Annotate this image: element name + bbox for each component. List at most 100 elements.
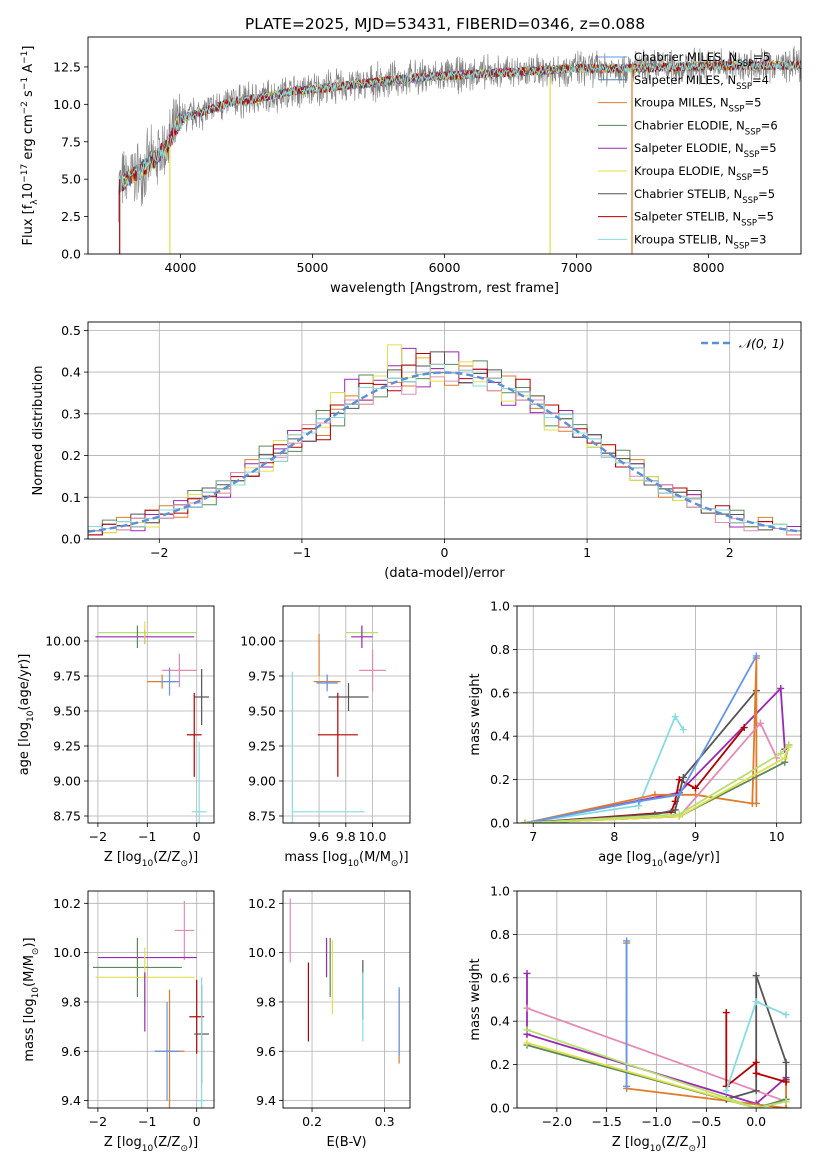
weight-point-marker: [740, 724, 748, 732]
weight-series-line: [524, 655, 758, 823]
y-tick-label: 0.0: [490, 816, 510, 831]
error-bar-point: [359, 649, 386, 692]
x-axis-label: mass [log10(M/M⊙)]: [284, 850, 408, 869]
axes-frame: [282, 605, 411, 824]
normed-plot-area: [88, 344, 801, 539]
age_vs_Z-panel: −2 −1 0 8.75 9.00 9.25 9.50 9.75 10.00 Z [log10(Z…: [17, 605, 215, 869]
weight-series-line: [526, 1029, 787, 1108]
weight_vs_age-plot-area: [521, 652, 793, 823]
weight-point-marker: [671, 806, 679, 814]
normed-panel: −2 −1 0 1 2 0.0 0.1 0.2 0.3 0.4 0.5 (data-model)/er…: [31, 321, 802, 581]
mass_vs_EBV-plot-area: [289, 898, 400, 1064]
y-tick-label: 10.0: [53, 945, 81, 960]
weight-point-marker: [782, 1058, 790, 1066]
weight_vs_Z-plot-area: [523, 937, 790, 1108]
weight-point-marker: [781, 754, 789, 762]
y-tick-label: 0.2: [490, 1057, 510, 1072]
y-tick-label: 9.00: [53, 774, 81, 789]
weight-point-marker: [782, 1104, 790, 1108]
weight_vs_Z-panel: −2.0 −1.5 −1.0 −0.5 0.0 0.0 0.2 0.4 0.6 0.8 1.0 Z […: [468, 884, 802, 1154]
weight-series-line: [525, 726, 745, 823]
axes-frame: [282, 890, 411, 1109]
weight-series: [521, 684, 789, 823]
legend-label: Kroupa ELODIE, NSSP=5: [634, 164, 769, 183]
weight-point-marker: [635, 797, 643, 805]
axes-frame: [87, 890, 215, 1109]
weight-series: [623, 937, 631, 1090]
weight-point-marker: [722, 1087, 730, 1095]
age_vs_Z-plot-area: [95, 621, 210, 823]
legend-label: Chabrier STELIB, NSSP=5: [634, 187, 775, 206]
y-tick-label: 9.00: [248, 774, 276, 789]
error-bar-point: [174, 900, 195, 961]
weight-series-line: [726, 975, 787, 1101]
weight-point-marker: [623, 937, 631, 945]
weight-series: [521, 652, 760, 823]
y-axis-label: Normed distribution: [31, 366, 46, 496]
weight-series-line: [524, 658, 758, 823]
x-axis-label: (data-model)/error: [384, 566, 505, 581]
weight-point-marker: [782, 1097, 790, 1105]
weight_vs_age-panel: 7 8 9 10 0.0 0.2 0.4 0.6 0.8 1.0 age [log10(age/yr…: [468, 599, 802, 869]
y-tick-label: 9.50: [248, 704, 276, 719]
weight-point-marker: [651, 791, 659, 799]
y-tick-label: 9.25: [53, 739, 81, 754]
error-bar-point: [191, 741, 207, 823]
x-tick-label: 9.8: [336, 829, 356, 844]
weight-point-marker: [752, 799, 760, 807]
x-tick-label: 0.0: [746, 1114, 766, 1129]
y-tick-label: 0.4: [61, 365, 81, 380]
weight-series-line: [525, 744, 790, 823]
y-tick-label: 9.6: [256, 1044, 276, 1059]
y-tick-label: 0.8: [490, 927, 510, 942]
y-tick-label: 9.25: [248, 739, 276, 754]
y-tick-label: 0.2: [490, 772, 510, 787]
weight-point-marker: [752, 652, 760, 660]
axes-frame: [516, 890, 802, 1109]
weight-point-marker: [623, 1082, 631, 1090]
x-tick-label: −2: [89, 829, 107, 844]
weight-point-marker: [722, 1009, 730, 1017]
weight-point-marker: [777, 684, 785, 692]
x-tick-label: 8: [610, 829, 618, 844]
legend-label: Salpeter STELIB, NSSP=5: [634, 210, 774, 229]
x-tick-label: 10: [769, 829, 785, 844]
y-tick-label: 0.3: [61, 406, 81, 421]
x-axis-label: Z [log10(Z/Z⊙)]: [104, 850, 198, 869]
error-bar-point: [317, 692, 358, 777]
y-tick-label: 1.0: [490, 599, 510, 614]
x-tick-label: 9.6: [309, 829, 329, 844]
y-tick-label: 2.5: [61, 209, 81, 224]
y-tick-label: 0.2: [61, 448, 81, 463]
weight-point-marker: [756, 719, 764, 727]
x-tick-label: 0.3: [375, 1114, 395, 1129]
legend-label: Chabrier ELODIE, NSSP=6: [634, 118, 778, 137]
y-tick-label: 12.5: [53, 59, 81, 74]
error-bar-point: [186, 692, 202, 777]
weight-point-marker: [523, 1026, 531, 1034]
y-tick-label: 10.2: [53, 896, 81, 911]
x-tick-label: −0.5: [691, 1114, 721, 1129]
weight-point-marker: [777, 750, 785, 758]
x-tick-label: 1: [583, 545, 591, 560]
weight-series: [521, 713, 687, 823]
weight-point-marker: [752, 972, 760, 980]
weight-point-marker: [679, 726, 687, 734]
weight-point-marker: [752, 1069, 760, 1077]
weight-series-line: [525, 744, 790, 823]
weight-point-marker: [521, 819, 529, 823]
y-tick-label: 10.0: [53, 97, 81, 112]
x-tick-label: 5000: [297, 260, 329, 275]
y-tick-label: 0.1: [61, 490, 81, 505]
y-tick-label: 9.4: [61, 1093, 81, 1108]
legend-label: 𝒩(0, 1): [739, 336, 785, 351]
legend-label: Chabrier MILES, NSSP=5: [634, 50, 770, 69]
x-tick-label: 4000: [165, 260, 197, 275]
x-tick-label: −2.0: [542, 1114, 572, 1129]
weight-point-marker: [785, 741, 793, 749]
age_vs_mass-plot-area: [291, 625, 386, 823]
weight-point-marker: [752, 998, 760, 1006]
x-tick-label: −2: [89, 1114, 107, 1129]
y-tick-label: 1.0: [490, 884, 510, 899]
spectrum-legend: Chabrier MILES, NSSP=5 Salpeter MILES, NS…: [598, 50, 778, 251]
